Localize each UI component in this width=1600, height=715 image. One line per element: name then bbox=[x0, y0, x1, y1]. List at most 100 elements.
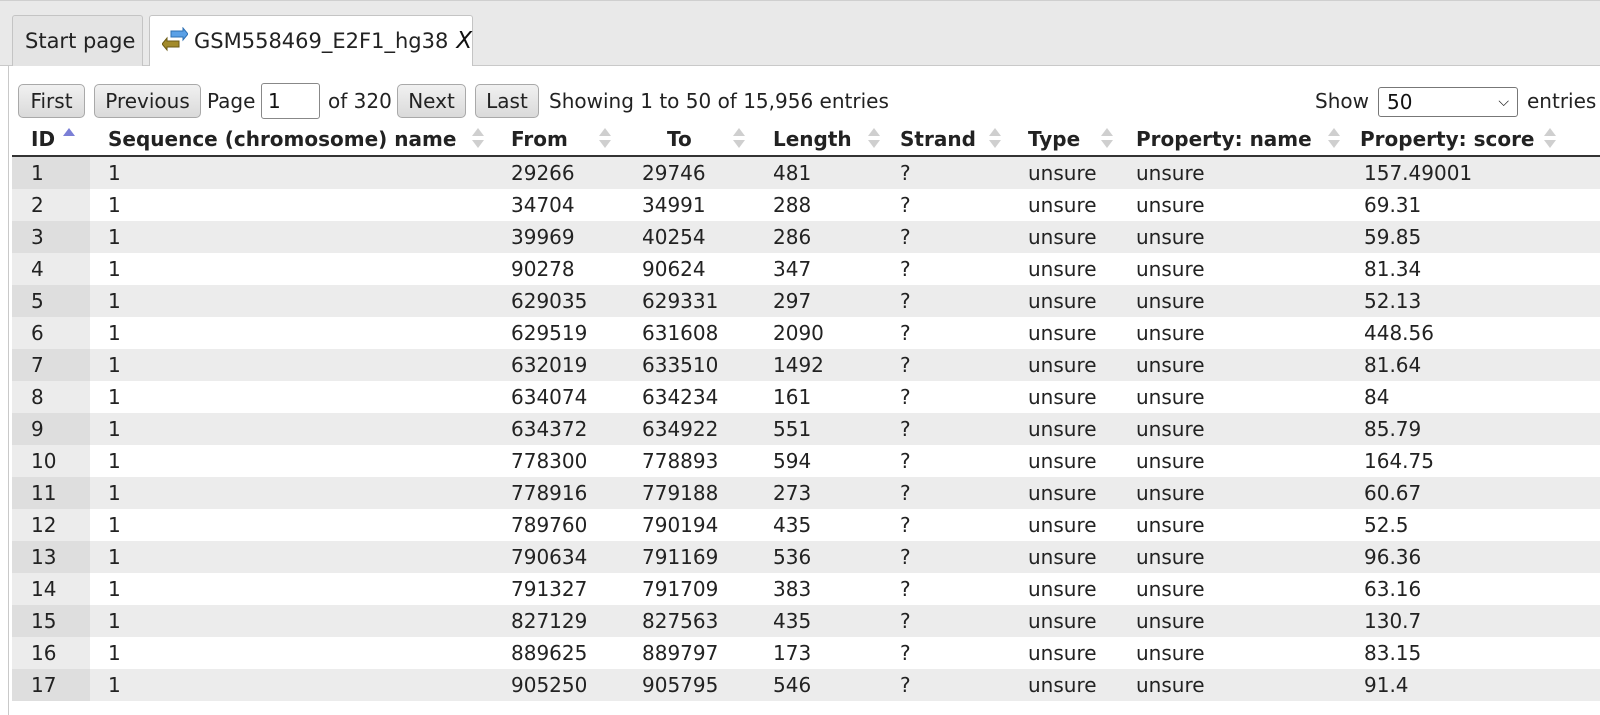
cell-type: unsure bbox=[1017, 253, 1128, 285]
cell-length: 546 bbox=[764, 669, 889, 701]
cell-sequence-name: 1 bbox=[90, 573, 502, 605]
cell-property-name: unsure bbox=[1128, 509, 1352, 541]
cell-sequence-name: 1 bbox=[90, 477, 502, 509]
column-header-strand[interactable]: Strand bbox=[889, 122, 1017, 157]
cell-length: 594 bbox=[764, 445, 889, 477]
cell-strand: ? bbox=[889, 541, 1017, 573]
table-row[interactable]: 3 1 39969 40254 286? unsure unsure 59.85 bbox=[12, 221, 1600, 253]
next-page-button[interactable]: Next bbox=[397, 84, 466, 118]
cell-to: 90624 bbox=[633, 253, 764, 285]
tab-gsm558469-label: GSM558469_E2F1_hg38 bbox=[194, 29, 449, 53]
cell-from: 90278 bbox=[502, 253, 633, 285]
tab-gsm558469[interactable]: GSM558469_E2F1_hg38 X bbox=[149, 15, 473, 68]
table-row[interactable]: 15 1 827129 827563 435? unsure unsure 130.7 bbox=[12, 605, 1600, 637]
cell-strand: ? bbox=[889, 605, 1017, 637]
cell-property-score: 81.34 bbox=[1352, 253, 1600, 285]
previous-page-button[interactable]: Previous bbox=[94, 84, 201, 118]
table-row[interactable]: 8 1 634074 634234 161? unsure unsure 84 bbox=[12, 381, 1600, 413]
page-number-input[interactable]: 1 bbox=[261, 83, 320, 119]
cell-length: 435 bbox=[764, 509, 889, 541]
cell-id: 16 bbox=[12, 637, 90, 669]
table-row[interactable]: 10 1 778300 778893 594? unsure unsure 164.75 bbox=[12, 445, 1600, 477]
table-row[interactable]: 17 1 905250 905795 546? unsure unsure 91.4 bbox=[12, 669, 1600, 701]
cell-from: 827129 bbox=[502, 605, 633, 637]
cell-from: 34704 bbox=[502, 189, 633, 221]
column-header-from[interactable]: From bbox=[502, 122, 633, 157]
cell-strand: ? bbox=[889, 285, 1017, 317]
column-header-property-score[interactable]: Property: score bbox=[1352, 122, 1600, 157]
cell-sequence-name: 1 bbox=[90, 509, 502, 541]
table-row[interactable]: 14 1 791327 791709 383? unsure unsure 63.16 bbox=[12, 573, 1600, 605]
cell-length: 286 bbox=[764, 221, 889, 253]
cell-from: 632019 bbox=[502, 349, 633, 381]
cell-from: 905250 bbox=[502, 669, 633, 701]
cell-id: 6 bbox=[12, 317, 90, 349]
cell-to: 827563 bbox=[633, 605, 764, 637]
column-header-to[interactable]: To bbox=[633, 122, 764, 157]
page-label: Page bbox=[207, 89, 256, 113]
column-header-length[interactable]: Length bbox=[764, 122, 889, 157]
cell-id: 15 bbox=[12, 605, 90, 637]
cell-property-name: unsure bbox=[1128, 605, 1352, 637]
table-row[interactable]: 2 1 34704 34991 288? unsure unsure 69.31 bbox=[12, 189, 1600, 221]
first-page-button[interactable]: First bbox=[18, 84, 85, 118]
cell-property-name: unsure bbox=[1128, 445, 1352, 477]
cell-id: 9 bbox=[12, 413, 90, 445]
cell-type: unsure bbox=[1017, 189, 1128, 221]
cell-property-score: 81.64 bbox=[1352, 349, 1600, 381]
cell-from: 778916 bbox=[502, 477, 633, 509]
tab-start-page[interactable]: Start page bbox=[12, 15, 143, 67]
cell-to: 791169 bbox=[633, 541, 764, 573]
track-arrows-icon bbox=[162, 27, 188, 52]
cell-to: 889797 bbox=[633, 637, 764, 669]
cell-from: 889625 bbox=[502, 637, 633, 669]
cell-length: 273 bbox=[764, 477, 889, 509]
column-header-property-name[interactable]: Property: name bbox=[1128, 122, 1352, 157]
tab-close-button[interactable]: X bbox=[456, 28, 473, 54]
table-row[interactable]: 5 1 629035 629331 297? unsure unsure 52.13 bbox=[12, 285, 1600, 317]
cell-property-name: unsure bbox=[1128, 317, 1352, 349]
cell-from: 634074 bbox=[502, 381, 633, 413]
cell-id: 3 bbox=[12, 221, 90, 253]
cell-type: unsure bbox=[1017, 477, 1128, 509]
cell-strand: ? bbox=[889, 253, 1017, 285]
cell-to: 778893 bbox=[633, 445, 764, 477]
column-header-sequence-name[interactable]: Sequence (chromosome) name bbox=[90, 122, 502, 157]
table-row[interactable]: 12 1 789760 790194 435? unsure unsure 52.5 bbox=[12, 509, 1600, 541]
cell-sequence-name: 1 bbox=[90, 156, 502, 189]
table-row[interactable]: 7 1 632019 633510 1492? unsure unsure 81.64 bbox=[12, 349, 1600, 381]
cell-type: unsure bbox=[1017, 605, 1128, 637]
cell-from: 778300 bbox=[502, 445, 633, 477]
cell-type: unsure bbox=[1017, 156, 1128, 189]
cell-sequence-name: 1 bbox=[90, 669, 502, 701]
cell-strand: ? bbox=[889, 477, 1017, 509]
sort-arrows-icon bbox=[733, 127, 745, 151]
cell-type: unsure bbox=[1017, 381, 1128, 413]
cell-to: 40254 bbox=[633, 221, 764, 253]
cell-sequence-name: 1 bbox=[90, 349, 502, 381]
cell-sequence-name: 1 bbox=[90, 541, 502, 573]
cell-type: unsure bbox=[1017, 637, 1128, 669]
cell-sequence-name: 1 bbox=[90, 445, 502, 477]
table-row[interactable]: 4 1 90278 90624 347? unsure unsure 81.34 bbox=[12, 253, 1600, 285]
table-row[interactable]: 6 1 629519 631608 2090? unsure unsure 448.56 bbox=[12, 317, 1600, 349]
cell-id: 4 bbox=[12, 253, 90, 285]
table-row[interactable]: 11 1 778916 779188 273? unsure unsure 60.67 bbox=[12, 477, 1600, 509]
cell-sequence-name: 1 bbox=[90, 189, 502, 221]
column-header-id[interactable]: ID bbox=[12, 122, 90, 157]
cell-property-name: unsure bbox=[1128, 669, 1352, 701]
table-body: 1 1 29266 29746 481? unsure unsure 157.49001 2 1 3… bbox=[12, 156, 1600, 701]
table-view: First Previous Page 1 of 320 Next Last S… bbox=[8, 66, 1600, 715]
table-row[interactable]: 1 1 29266 29746 481? unsure unsure 157.49001 bbox=[12, 156, 1600, 189]
cell-property-score: 91.4 bbox=[1352, 669, 1600, 701]
cell-to: 629331 bbox=[633, 285, 764, 317]
table-row[interactable]: 13 1 790634 791169 536? unsure unsure 96.36 bbox=[12, 541, 1600, 573]
table-row[interactable]: 9 1 634372 634922 551? unsure unsure 85.79 bbox=[12, 413, 1600, 445]
table-row[interactable]: 16 1 889625 889797 173? unsure unsure 83.15 bbox=[12, 637, 1600, 669]
cell-length: 161 bbox=[764, 381, 889, 413]
last-page-button[interactable]: Last bbox=[475, 84, 539, 118]
cell-property-name: unsure bbox=[1128, 221, 1352, 253]
column-header-type[interactable]: Type bbox=[1017, 122, 1128, 157]
cell-property-name: unsure bbox=[1128, 381, 1352, 413]
entries-per-page-select[interactable]: 50 ⌵ bbox=[1378, 87, 1518, 117]
